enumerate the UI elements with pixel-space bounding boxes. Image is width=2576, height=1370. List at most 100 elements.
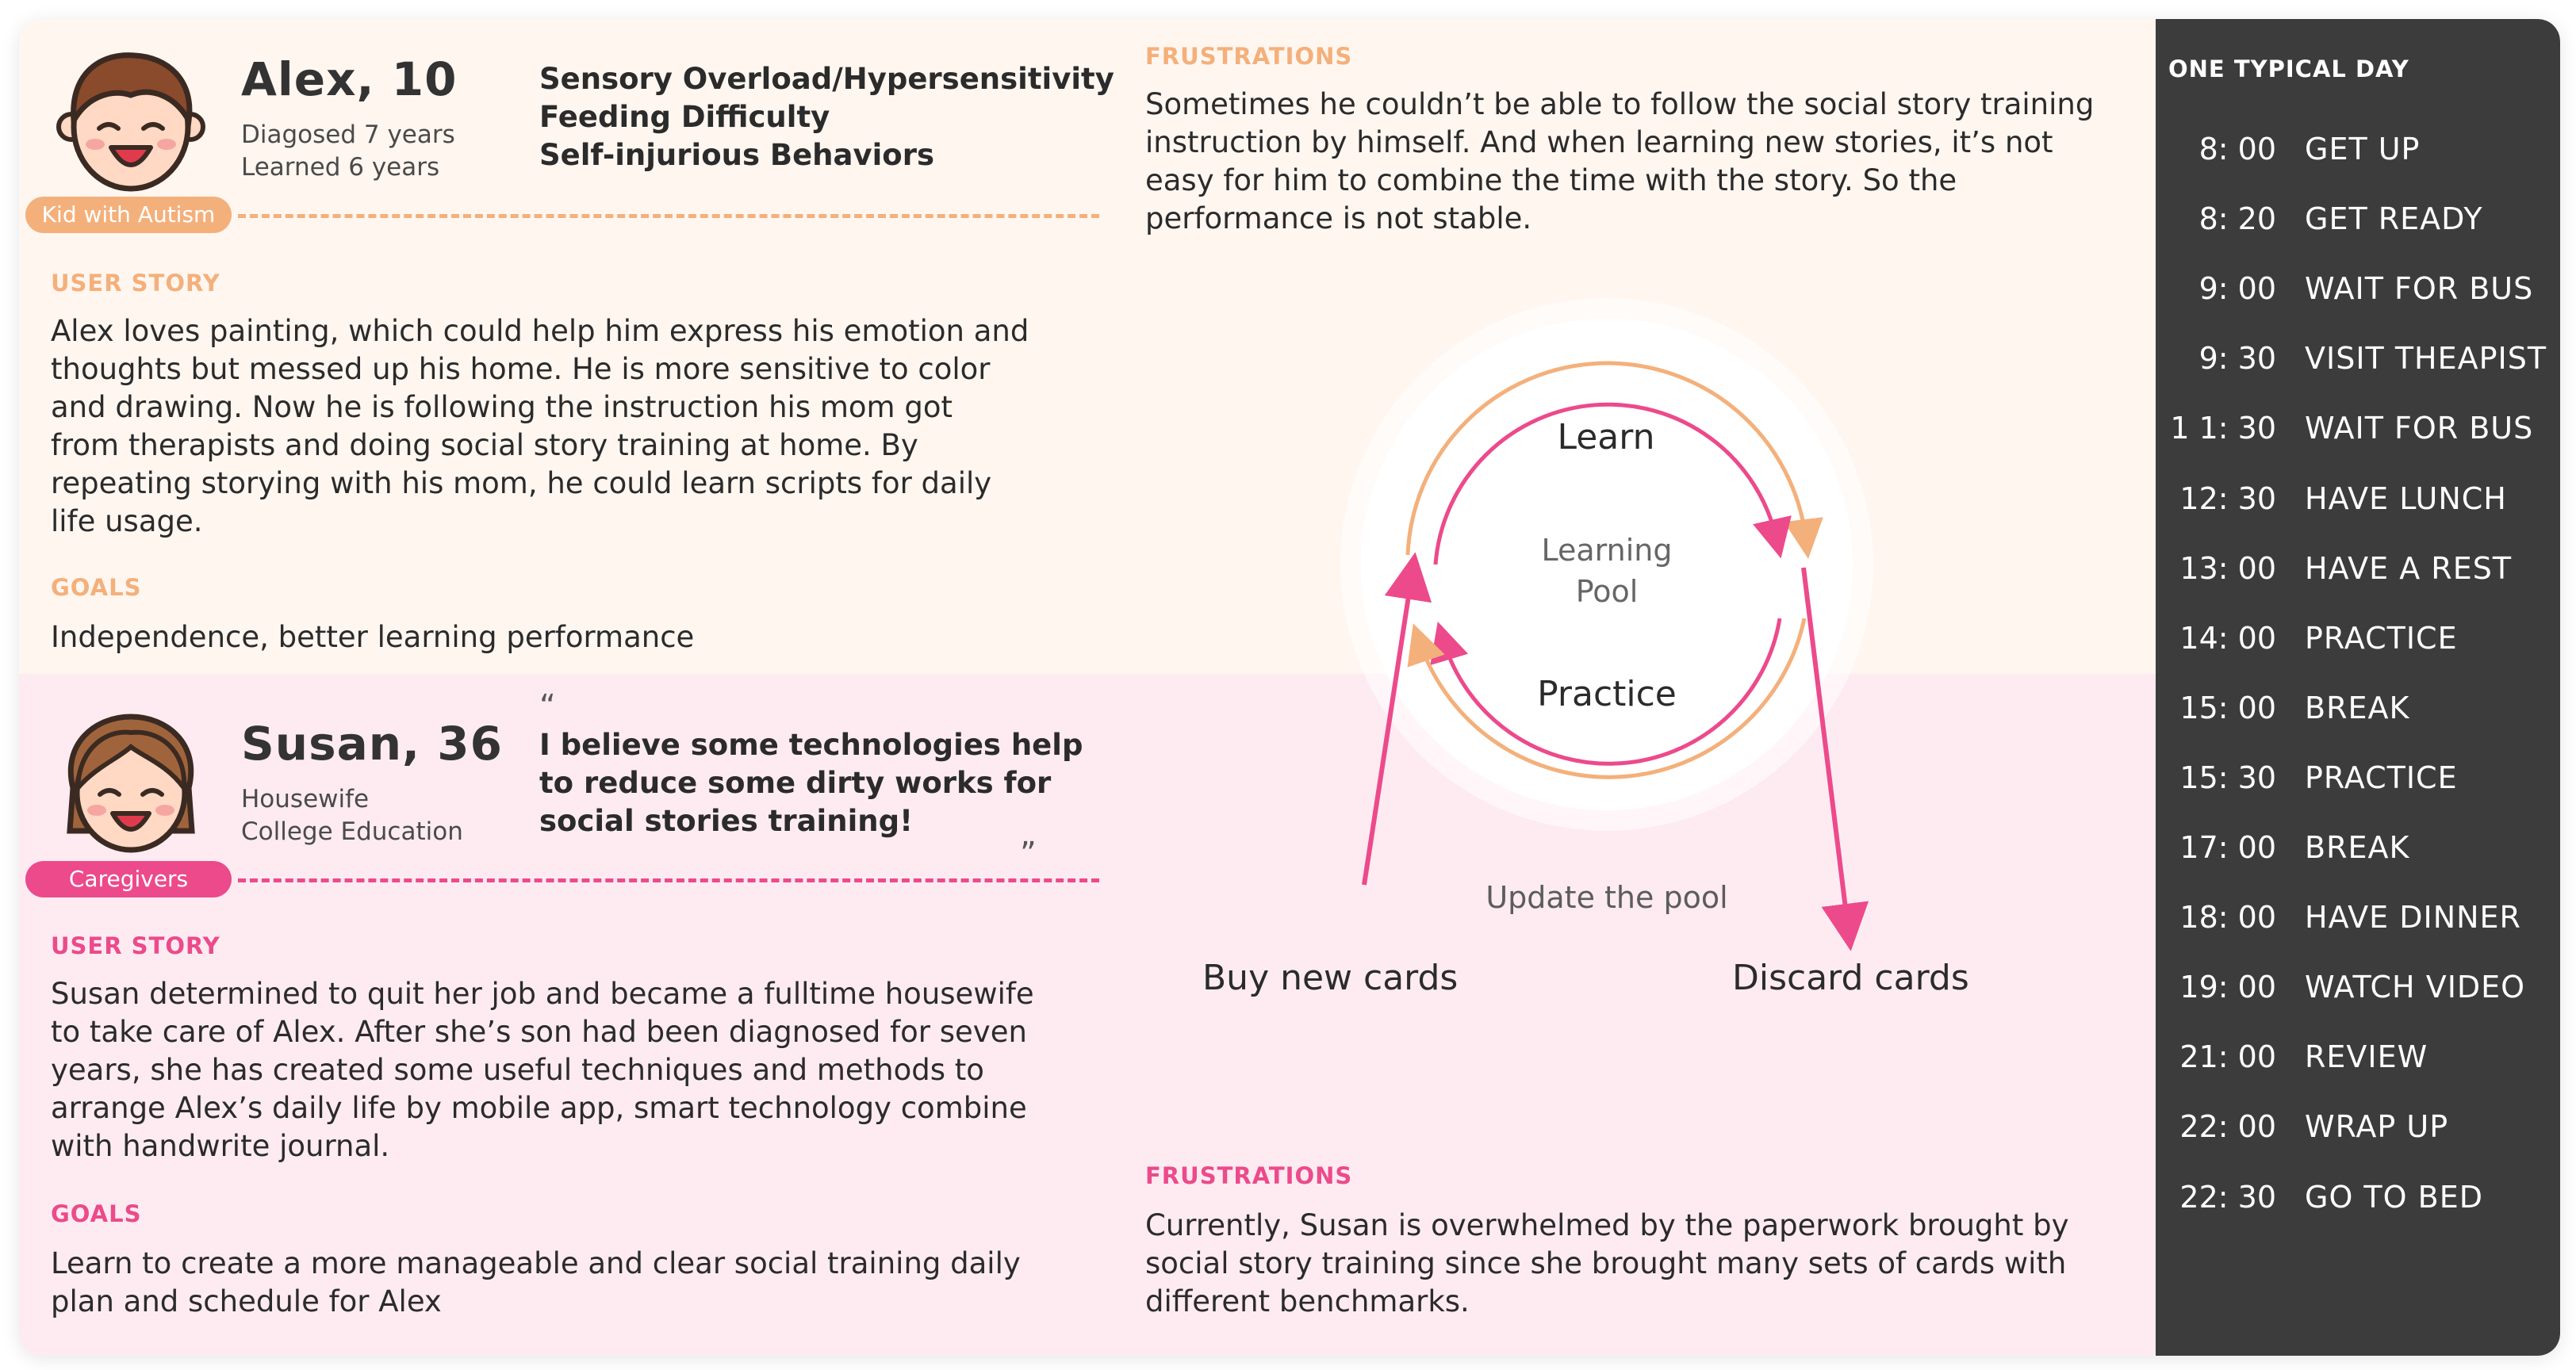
schedule-activity: WAIT FOR BUS — [2305, 411, 2534, 446]
story-line: Alex loves painting, which could help hi… — [51, 314, 1029, 348]
story-line: from therapists and doing social story t… — [51, 428, 918, 462]
boy-avatar-icon — [56, 52, 205, 192]
learn-label: Learn — [1557, 417, 1655, 457]
story-line: and drawing. Now he is following the ins… — [51, 390, 953, 424]
schedule-row: 14: 00 PRACTICE — [2137, 621, 2541, 668]
schedule-time: 8: 00 — [2198, 132, 2276, 166]
schedule-time: 15: 00 — [2179, 691, 2276, 725]
caregiver-occupation: Housewife — [241, 785, 370, 813]
schedule-activity: PRACTICE — [2305, 621, 2458, 656]
schedule-time: 9: 00 — [2198, 271, 2276, 306]
schedule-row: 22: 00 WRAP UP — [2137, 1109, 2541, 1157]
kid-tag: Kid with Autism — [25, 197, 232, 233]
frustration-line: performance is not stable. — [1145, 201, 1532, 235]
kid-divider — [238, 214, 1099, 218]
goal-line: plan and schedule for Alex — [51, 1284, 442, 1318]
quote-line: I believe some technologies help — [539, 728, 1083, 762]
caregiver-goals-label: GOALS — [51, 1200, 142, 1227]
schedule-activity: BREAK — [2305, 691, 2410, 725]
pool-line: Pool — [1575, 574, 1639, 609]
schedule-time: 21: 00 — [2179, 1039, 2276, 1074]
schedule-time: 1 1: 30 — [2170, 411, 2276, 446]
caregiver-divider — [238, 878, 1099, 882]
schedule-row: 22: 30 GO TO BED — [2137, 1180, 2541, 1227]
schedule-activity: WAIT FOR BUS — [2305, 271, 2534, 306]
schedule-row: 19: 00 WATCH VIDEO — [2137, 970, 2541, 1017]
story-line: life usage. — [51, 504, 203, 538]
story-line: arrange Alex’s daily life by mobile app,… — [51, 1091, 1027, 1125]
update-pool-label: Update the pool — [1485, 880, 1728, 915]
caregiver-name: Susan, 36 — [241, 717, 503, 771]
story-line: Susan determined to quit her job and bec… — [51, 977, 1034, 1011]
frustration-line: social story training since she brought … — [1145, 1246, 2067, 1280]
kid-frustrations-label: FRUSTRATIONS — [1145, 43, 1353, 70]
condition-item: Sensory Overload/Hypersensitivity — [539, 62, 1114, 96]
pool-line: Learning — [1541, 533, 1673, 568]
condition-item: Self-injurious Behaviors — [539, 138, 934, 172]
schedule-row: 17: 00 BREAK — [2137, 830, 2541, 878]
schedule-row: 15: 30 PRACTICE — [2137, 760, 2541, 808]
quote-close: ” — [1020, 836, 1037, 872]
discard-cards-arrow — [1801, 567, 1869, 951]
schedule-row: 21: 00 REVIEW — [2137, 1039, 2541, 1087]
pool-circle — [1361, 319, 1853, 810]
caregiver-goals: Learn to create a more manageable and cl… — [51, 1245, 1021, 1321]
schedule-time: 18: 00 — [2179, 900, 2276, 935]
schedule-time: 22: 30 — [2179, 1180, 2276, 1215]
schedule-row: 8: 20 GET READY — [2137, 201, 2541, 249]
caregiver-tag: Caregivers — [25, 861, 232, 897]
frustration-line: Currently, Susan is overwhelmed by the p… — [1145, 1208, 2069, 1242]
schedule-row: 15: 00 BREAK — [2137, 691, 2541, 738]
girl-avatar-icon — [67, 714, 195, 853]
practice-arc-inner — [1430, 618, 1782, 766]
story-line: thoughts but messed up his home. He is m… — [51, 352, 991, 386]
kid-meta: Diagosed 7 years Learned 6 years — [241, 119, 455, 184]
schedule-row: 9: 00 WAIT FOR BUS — [2137, 271, 2541, 319]
schedule-time: 8: 20 — [2198, 201, 2276, 236]
schedule-activity: HAVE DINNER — [2305, 900, 2521, 935]
discard-cards-label: Discard cards — [1732, 958, 1969, 998]
condition-item: Feeding Difficulty — [539, 100, 830, 134]
learn-arc-inner — [1433, 402, 1792, 565]
schedule-row: 13: 00 HAVE A REST — [2137, 551, 2541, 599]
kid-learned: Learned 6 years — [241, 153, 440, 182]
learn-arc-outer — [1405, 361, 1823, 559]
schedule-activity: GET READY — [2305, 201, 2483, 236]
schedule-activity: WRAP UP — [2305, 1109, 2449, 1144]
caregiver-frustrations: Currently, Susan is overwhelmed by the p… — [1145, 1207, 2069, 1321]
caregiver-quote: I believe some technologies help to redu… — [539, 726, 1083, 840]
kid-diagnosed: Diagosed 7 years — [241, 121, 455, 149]
schedule-row: 1 1: 30 WAIT FOR BUS — [2137, 411, 2541, 458]
goal-line: Learn to create a more manageable and cl… — [51, 1246, 1021, 1280]
schedule-time: 14: 00 — [2179, 621, 2276, 656]
practice-label: Practice — [1537, 674, 1677, 714]
schedule-activity: BREAK — [2305, 830, 2410, 865]
schedule-activity: HAVE LUNCH — [2305, 481, 2507, 516]
caregiver-user-story-label: USER STORY — [51, 932, 220, 959]
typical-day-title: ONE TYPICAL DAY — [2168, 55, 2409, 82]
kid-frustrations: Sometimes he couldn’t be able to follow … — [1145, 86, 2094, 238]
caregiver-meta: Housewife College Education — [241, 783, 463, 848]
kid-conditions: Sensory Overload/Hypersensitivity Feedin… — [539, 60, 1114, 174]
quote-line: social stories training! — [539, 804, 913, 838]
schedule-activity: GET UP — [2305, 132, 2421, 166]
kid-user-story-label: USER STORY — [51, 270, 220, 297]
kid-user-story: Alex loves painting, which could help hi… — [51, 312, 1029, 541]
frustration-line: easy for him to combine the time with th… — [1145, 163, 1957, 197]
schedule-row: 12: 30 HAVE LUNCH — [2137, 481, 2541, 529]
learning-pool-diagram — [1340, 298, 1873, 951]
quote-open: “ — [539, 688, 556, 725]
learning-pool-label: Learning Pool — [1488, 530, 1726, 612]
kid-goals-label: GOALS — [51, 574, 142, 601]
story-line: with handwrite journal. — [51, 1129, 390, 1163]
buy-cards-label: Buy new cards — [1202, 958, 1459, 998]
schedule-activity: WATCH VIDEO — [2305, 970, 2526, 1005]
frustration-line: Sometimes he couldn’t be able to follow … — [1145, 87, 2095, 121]
schedule-time: 9: 30 — [2198, 341, 2276, 376]
schedule-time: 13: 00 — [2179, 551, 2276, 586]
caregiver-panel — [19, 674, 2156, 1356]
frustration-line: instruction by himself. And when learnin… — [1145, 125, 2053, 159]
story-line: to take care of Alex. After she’s son ha… — [51, 1015, 1027, 1049]
schedule-row: 8: 00 GET UP — [2137, 132, 2541, 179]
kid-name: Alex, 10 — [241, 52, 458, 106]
